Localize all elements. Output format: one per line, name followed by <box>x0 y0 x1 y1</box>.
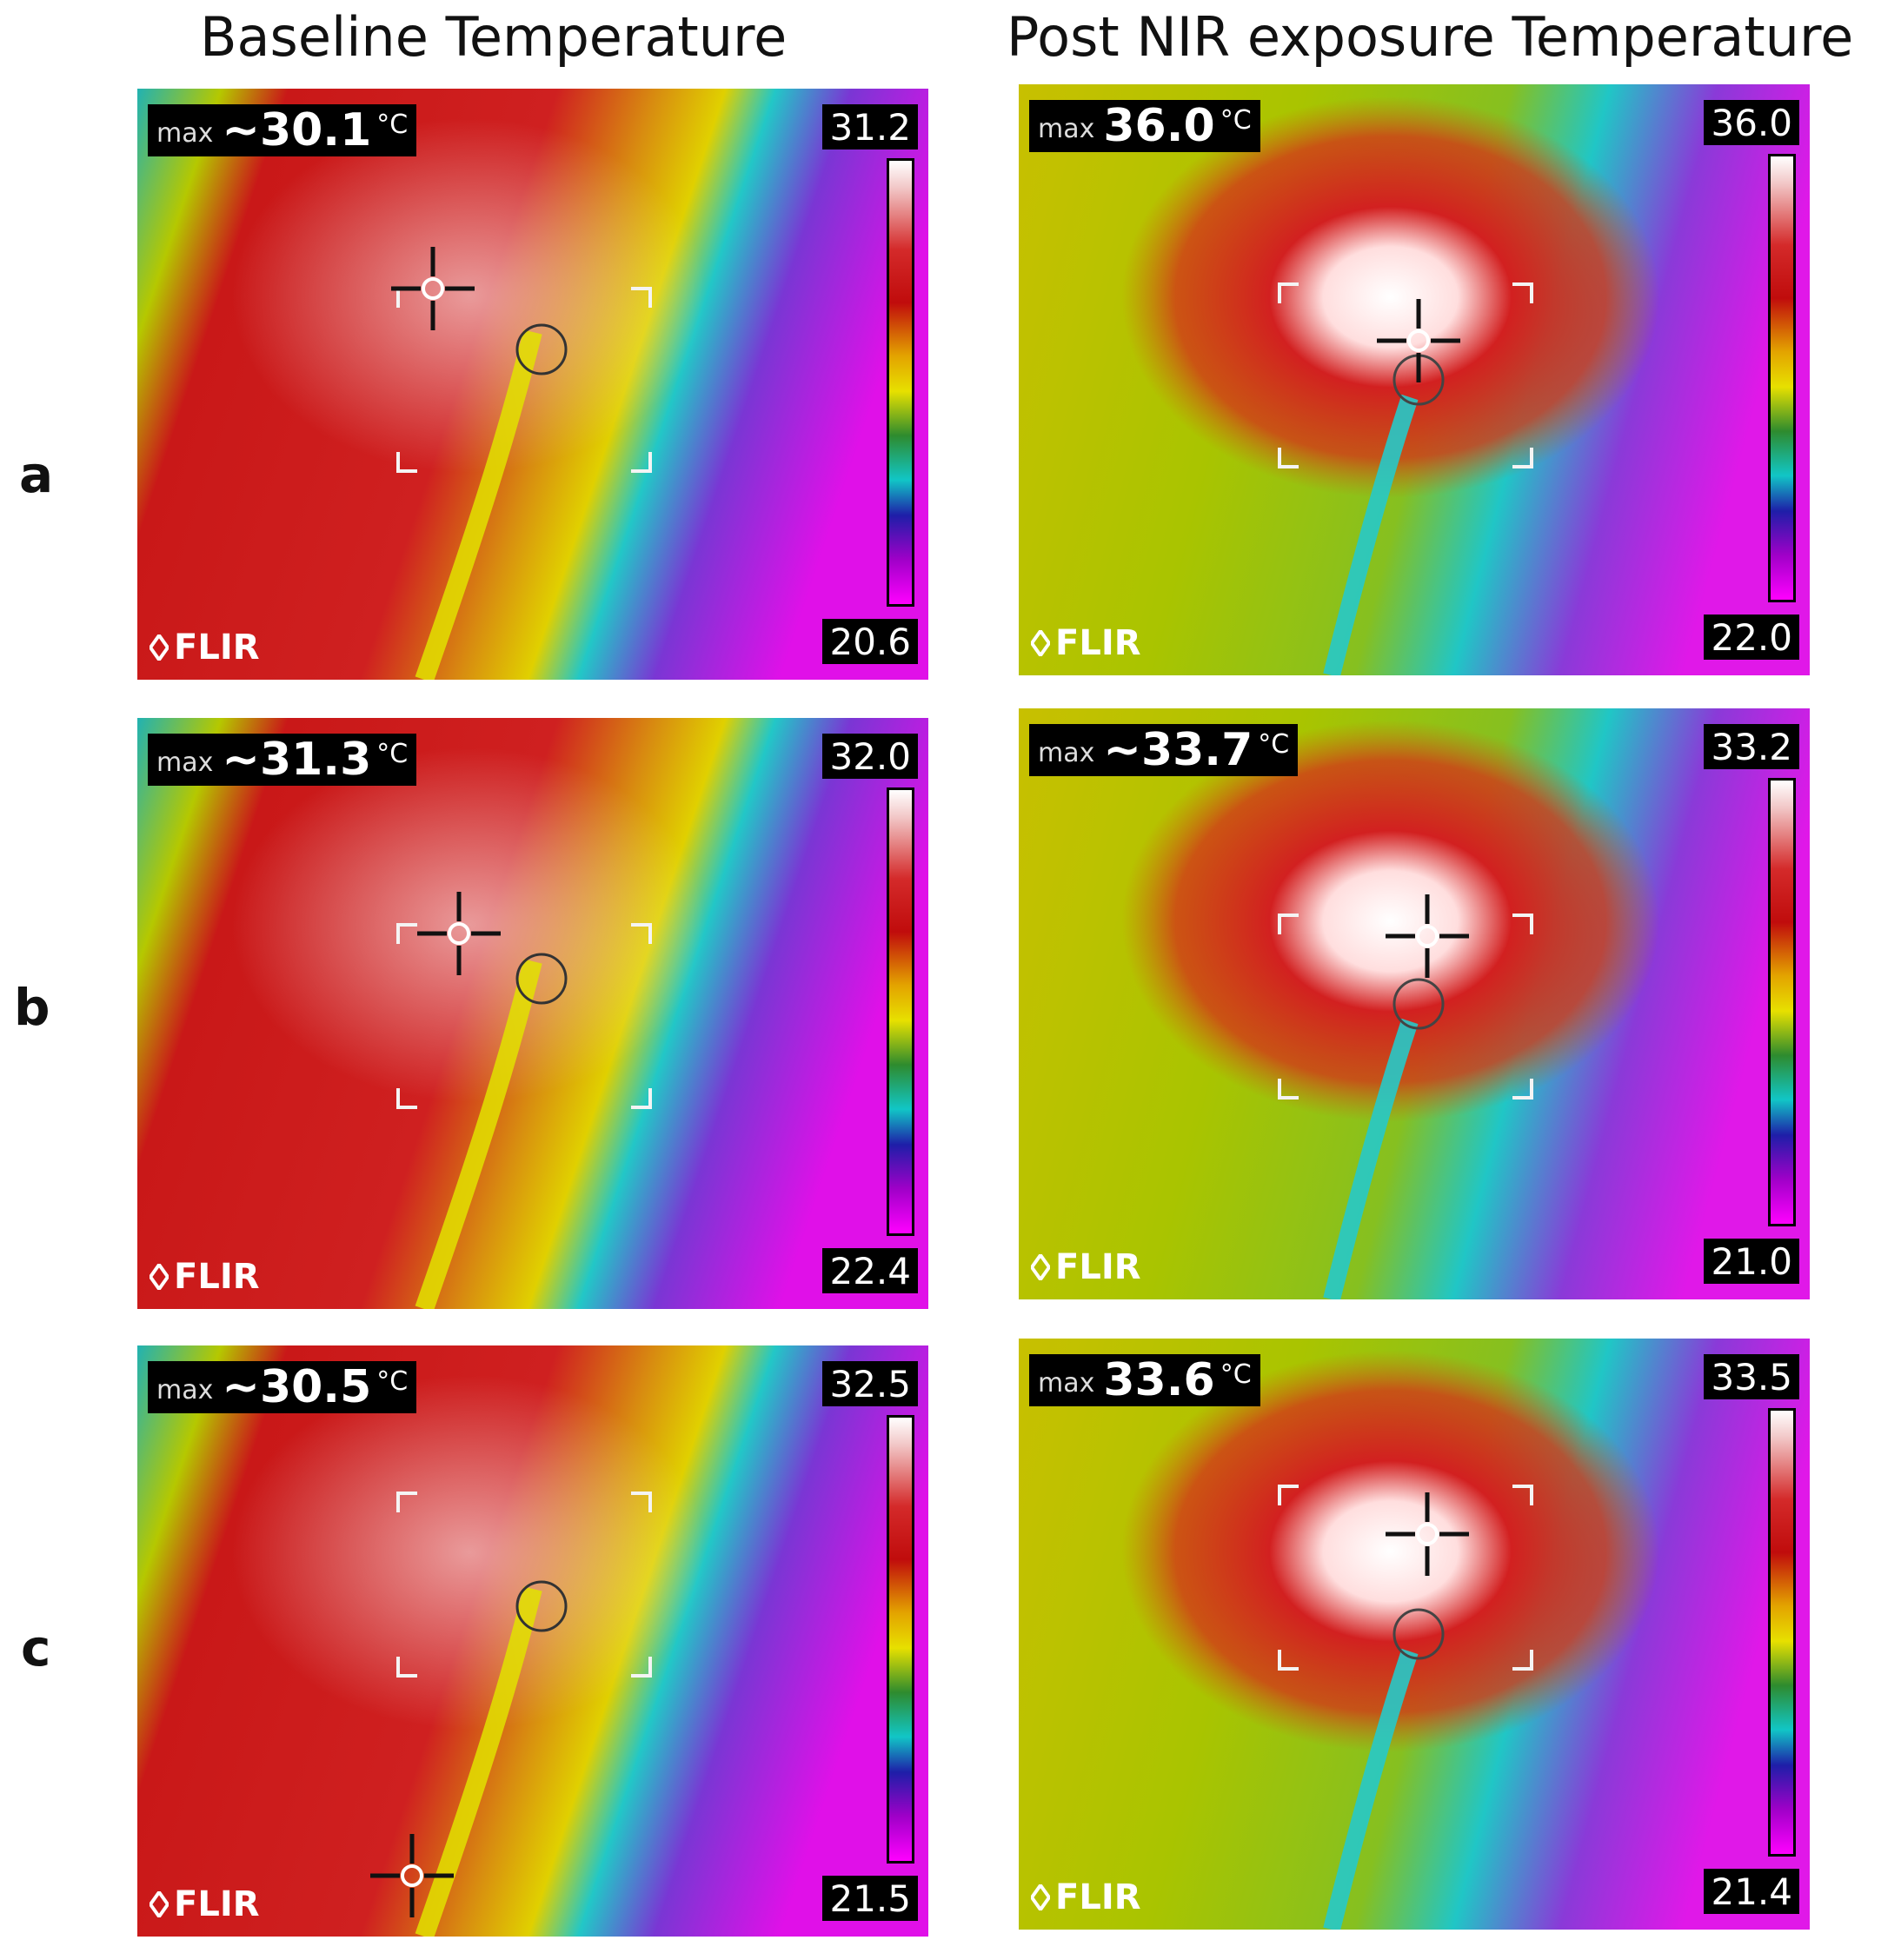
post-nir-column-title: Post NIR exposure Temperature <box>1007 5 1854 69</box>
max-label: max <box>1038 113 1095 144</box>
flir-diamond-icon <box>150 1891 169 1917</box>
scale-min-value: 20.6 <box>822 619 918 664</box>
flir-brand-text: FLIR <box>1055 1877 1141 1917</box>
flir-brand-text: FLIR <box>174 1884 260 1924</box>
scale-max-value: 33.5 <box>1704 1354 1799 1399</box>
thermal-panel-a-post: max 36.0 °C 36.0 22.0 FLIR <box>1019 84 1810 675</box>
max-label: max <box>156 747 214 778</box>
flir-logo: FLIR <box>1031 1877 1141 1917</box>
flir-brand-text: FLIR <box>174 1257 260 1297</box>
max-label: max <box>156 117 214 149</box>
flir-logo: FLIR <box>150 1257 260 1297</box>
color-scale-bar <box>887 1415 914 1864</box>
temperature-unit: °C <box>1220 1359 1252 1390</box>
thermal-image <box>137 718 928 1309</box>
max-temperature-value: 36.0 <box>1103 100 1215 152</box>
thermal-image <box>1019 708 1810 1299</box>
max-temperature-badge: max ~33.7 °C <box>1029 724 1299 776</box>
thermal-panel-c-post: max 33.6 °C 33.5 21.4 FLIR <box>1019 1339 1810 1930</box>
color-scale-bar <box>1768 1408 1796 1857</box>
thermal-image <box>137 1345 928 1937</box>
flir-diamond-icon <box>150 635 169 661</box>
row-label-c: c <box>21 1618 51 1678</box>
scale-min-value: 22.0 <box>1704 615 1799 660</box>
max-temperature-badge: max 33.6 °C <box>1029 1354 1260 1406</box>
scale-min-value: 22.4 <box>822 1248 918 1293</box>
thermal-image <box>137 89 928 680</box>
max-temperature-value: 33.6 <box>1103 1354 1215 1406</box>
thermal-image <box>1019 84 1810 675</box>
temperature-unit: °C <box>376 109 409 140</box>
temperature-unit: °C <box>376 738 409 769</box>
flir-brand-text: FLIR <box>1055 623 1141 663</box>
max-temperature-value: ~31.3 <box>222 734 372 786</box>
max-temperature-value: ~30.1 <box>222 104 372 156</box>
max-temperature-badge: max 36.0 °C <box>1029 100 1260 152</box>
max-label: max <box>1038 1367 1095 1399</box>
max-temperature-badge: max ~30.5 °C <box>148 1361 417 1413</box>
flir-diamond-icon <box>150 1264 169 1290</box>
row-label-a: a <box>19 445 54 504</box>
baseline-column-title: Baseline Temperature <box>200 5 788 69</box>
row-label-b: b <box>14 978 50 1037</box>
max-temperature-value: ~30.5 <box>222 1361 372 1413</box>
max-temperature-value: ~33.7 <box>1103 724 1253 776</box>
scale-max-value: 32.0 <box>822 734 918 779</box>
flir-brand-text: FLIR <box>1055 1247 1141 1287</box>
flir-logo: FLIR <box>1031 623 1141 663</box>
scale-max-value: 33.2 <box>1704 724 1799 769</box>
scale-min-value: 21.0 <box>1704 1239 1799 1284</box>
flir-diamond-icon <box>1031 1884 1050 1910</box>
max-temperature-badge: max ~30.1 °C <box>148 104 417 156</box>
thermal-image <box>1019 1339 1810 1930</box>
color-scale-bar <box>1768 154 1796 602</box>
temperature-unit: °C <box>1220 104 1252 136</box>
flir-logo: FLIR <box>150 1884 260 1924</box>
max-label: max <box>156 1374 214 1405</box>
flir-diamond-icon <box>1031 1254 1050 1280</box>
temperature-unit: °C <box>376 1365 409 1397</box>
color-scale-bar <box>887 158 914 607</box>
max-label: max <box>1038 737 1095 768</box>
color-scale-bar <box>1768 778 1796 1226</box>
thermal-panel-a-baseline: max ~30.1 °C 31.2 20.6 FLIR <box>137 89 928 680</box>
flir-logo: FLIR <box>1031 1247 1141 1287</box>
scale-max-value: 36.0 <box>1704 100 1799 145</box>
max-temperature-badge: max ~31.3 °C <box>148 734 417 786</box>
scale-max-value: 31.2 <box>822 104 918 149</box>
scale-max-value: 32.5 <box>822 1361 918 1406</box>
scale-min-value: 21.5 <box>822 1876 918 1921</box>
thermal-panel-b-post: max ~33.7 °C 33.2 21.0 FLIR <box>1019 708 1810 1299</box>
flir-brand-text: FLIR <box>174 628 260 668</box>
thermal-panel-b-baseline: max ~31.3 °C 32.0 22.4 FLIR <box>137 718 928 1309</box>
thermal-panel-c-baseline: max ~30.5 °C 32.5 21.5 FLIR <box>137 1345 928 1937</box>
color-scale-bar <box>887 787 914 1236</box>
flir-diamond-icon <box>1031 630 1050 656</box>
scale-min-value: 21.4 <box>1704 1869 1799 1914</box>
temperature-unit: °C <box>1258 728 1290 760</box>
flir-logo: FLIR <box>150 628 260 668</box>
